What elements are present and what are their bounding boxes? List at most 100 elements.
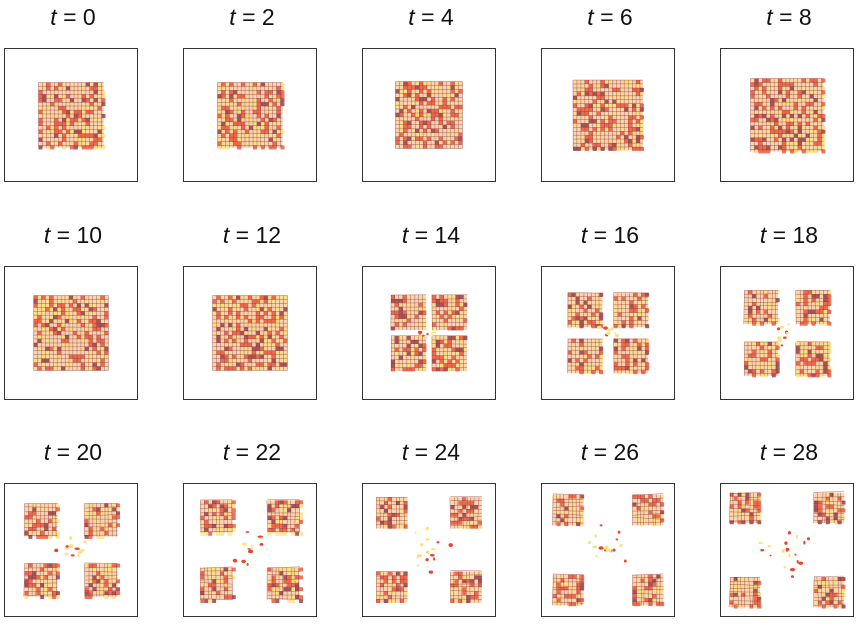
time-variable: t [759, 439, 767, 465]
debris-particle [83, 540, 87, 544]
simulation-canvas [23, 503, 121, 600]
debris-particle [794, 553, 797, 556]
debris-particle [259, 542, 264, 546]
debris-particle [247, 548, 251, 550]
debris-particle [431, 334, 434, 337]
simulation-canvas [390, 294, 468, 372]
debris-particle [64, 552, 69, 555]
debris-particle [266, 548, 269, 551]
debris-particle [77, 551, 83, 554]
debris-particle [617, 530, 621, 534]
equals-sign: = [587, 439, 614, 465]
debris-particle [241, 559, 247, 564]
debris-particle [781, 548, 786, 553]
debris-particle [758, 541, 763, 544]
equals-sign: = [587, 222, 614, 248]
panel-frame [541, 48, 675, 182]
simulation-canvas [33, 295, 109, 371]
time-variable: t [766, 4, 773, 30]
mesh-fragment [449, 496, 482, 529]
time-variable: t [43, 222, 51, 248]
debris-particle [80, 549, 85, 552]
debris-particle [782, 336, 787, 339]
simulation-canvas [212, 295, 288, 371]
debris-particle [605, 548, 610, 551]
debris-particle [783, 565, 787, 569]
debris-particle [608, 328, 611, 333]
mesh-fragment [449, 570, 482, 603]
debris-particle [777, 339, 782, 343]
debris-particle [795, 534, 799, 539]
debris-particle [418, 331, 422, 335]
debris-particle [776, 336, 782, 340]
debris-particle [430, 548, 436, 551]
debris-particle [598, 546, 604, 550]
mesh-fragment [567, 292, 604, 329]
debris-particle [416, 553, 422, 558]
debris-particle [74, 547, 80, 551]
time-value: 4 [440, 4, 454, 30]
debris-particle [587, 540, 591, 545]
mesh-fragment [199, 566, 236, 603]
debris-particle [430, 331, 437, 334]
debris-particle [594, 534, 597, 538]
debris-particle [77, 554, 80, 558]
debris-particle [430, 553, 435, 557]
mesh-fragment [743, 290, 780, 326]
debris-particle [420, 543, 424, 547]
mesh-fragment [795, 341, 832, 378]
debris-particle [69, 544, 74, 548]
time-value: 14 [434, 222, 461, 248]
panel-title: t = 22 [183, 439, 321, 465]
debris-particle [414, 531, 417, 534]
simulation-canvas [552, 493, 665, 607]
debris-particle [250, 544, 253, 549]
debris-particle [424, 336, 428, 339]
panel-frame [541, 483, 675, 617]
equals-sign: = [766, 222, 793, 248]
panel-title: t = 14 [362, 222, 500, 248]
equals-sign: = [50, 439, 77, 465]
panel-title: t = 16 [541, 222, 679, 248]
time-value: 8 [798, 4, 812, 30]
time-value: 22 [255, 439, 282, 465]
debris-particle [796, 559, 799, 564]
simulation-canvas [217, 82, 285, 150]
debris-particle [245, 531, 250, 533]
debris-particle [416, 556, 419, 559]
time-variable: t [43, 439, 51, 465]
debris-particle [599, 524, 603, 527]
mesh-fragment [84, 562, 121, 600]
time-value: 10 [76, 222, 103, 248]
equals-sign: = [56, 4, 83, 30]
simulation-canvas [728, 491, 846, 609]
mesh-fragment [812, 575, 846, 609]
debris-particle [788, 553, 791, 558]
mesh-fragment [744, 341, 780, 378]
time-variable: t [580, 222, 588, 248]
mesh-fragment [572, 79, 644, 151]
debris-particle [257, 535, 264, 539]
time-value: 2 [261, 4, 275, 30]
debris-particle [69, 536, 73, 540]
mesh-fragment [552, 573, 585, 607]
equals-sign: = [408, 222, 435, 248]
mesh-fragment [795, 290, 832, 326]
mesh-fragment [266, 566, 303, 603]
debris-particle [780, 344, 784, 347]
debris-particle [785, 331, 789, 334]
mesh-fragment [632, 573, 665, 607]
time-variable: t [408, 4, 415, 30]
debris-particle [425, 538, 430, 541]
mesh-fragment [431, 294, 468, 331]
debris-particle [436, 541, 440, 544]
debris-particle [784, 541, 788, 545]
panel-title: t = 18 [720, 222, 858, 248]
debris-particle [65, 545, 69, 548]
time-value: 12 [255, 222, 282, 248]
debris-particle [425, 550, 430, 554]
panel-frame [362, 483, 496, 617]
simulation-canvas [375, 496, 482, 603]
panel-frame [4, 483, 138, 617]
debris-particle [789, 568, 796, 572]
